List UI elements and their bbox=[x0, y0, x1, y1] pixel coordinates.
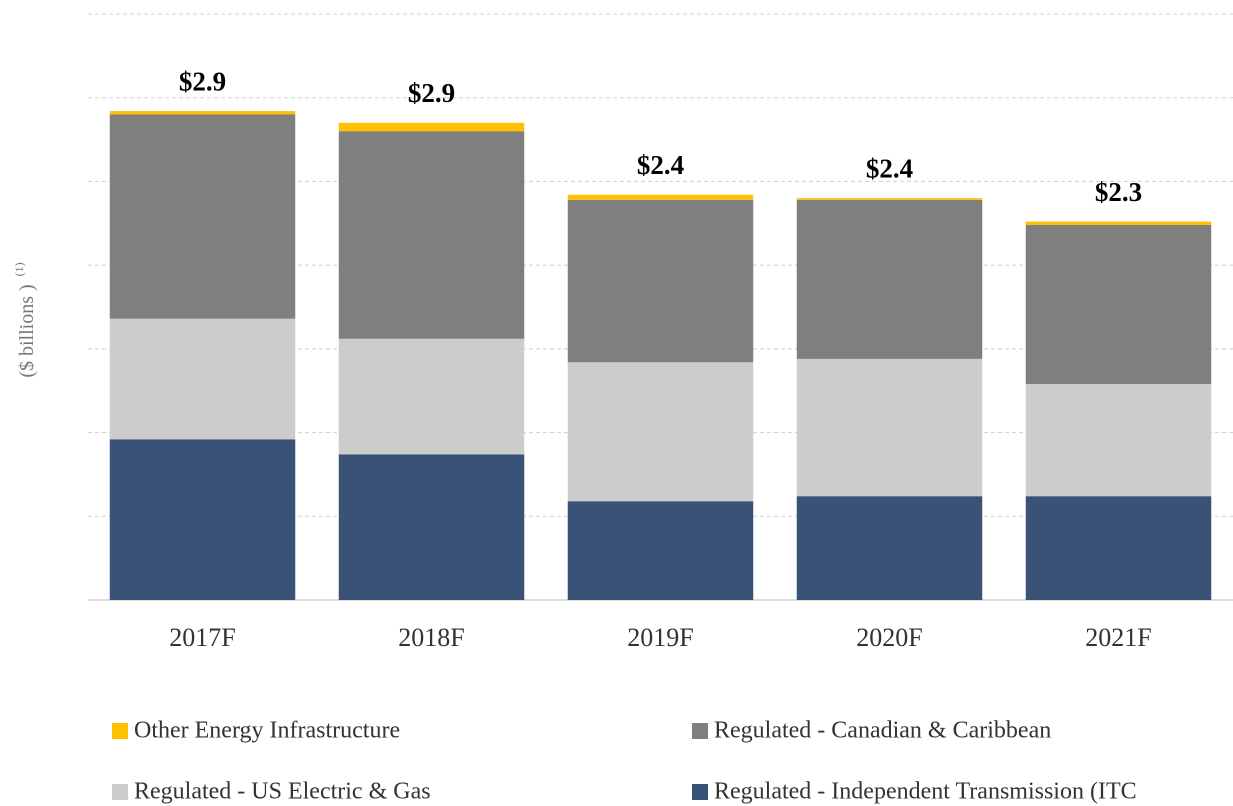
y-axis-label-note: (1) bbox=[12, 262, 26, 276]
legend-swatch bbox=[692, 723, 708, 739]
bar-segment bbox=[567, 362, 754, 502]
bar-segment bbox=[338, 454, 525, 600]
y-axis-label: ($ billions ) (1) bbox=[12, 262, 38, 377]
bar-segment bbox=[109, 111, 296, 115]
legend-label: Regulated - Independent Transmission (IT… bbox=[714, 779, 1137, 805]
bar-segment bbox=[1025, 224, 1212, 385]
legend-label: Regulated - US Electric & Gas bbox=[134, 779, 431, 805]
x-tick-label: 2018F bbox=[398, 623, 464, 652]
x-tick-label: 2020F bbox=[856, 623, 922, 652]
bar-segment bbox=[796, 198, 983, 200]
total-label: $2.4 bbox=[637, 150, 684, 180]
legend-swatch bbox=[112, 723, 128, 739]
bar-segment bbox=[796, 199, 983, 359]
bar-segment bbox=[338, 122, 525, 132]
bar-segment bbox=[109, 114, 296, 319]
bar-segment bbox=[796, 496, 983, 600]
bar-segment bbox=[567, 194, 754, 200]
bar-segment bbox=[1025, 221, 1212, 225]
legend-label: Regulated - Canadian & Caribbean bbox=[714, 718, 1051, 744]
bar-segment bbox=[1025, 496, 1212, 600]
bar-segment bbox=[567, 199, 754, 363]
x-tick-label: 2021F bbox=[1085, 623, 1151, 652]
legend-label: Other Energy Infrastructure bbox=[134, 718, 400, 744]
bar-segment bbox=[796, 358, 983, 497]
y-axis-label-text: ($ billions ) bbox=[16, 284, 38, 377]
bar-segment bbox=[338, 131, 525, 339]
bar-segment bbox=[109, 318, 296, 440]
bar-segment bbox=[1025, 384, 1212, 497]
legend-swatch bbox=[112, 784, 128, 800]
total-label: $2.9 bbox=[408, 78, 455, 108]
bar-segment bbox=[109, 439, 296, 600]
legend-swatch bbox=[692, 784, 708, 800]
total-label: $2.9 bbox=[179, 66, 226, 96]
bar-segment bbox=[567, 501, 754, 600]
x-tick-label: 2019F bbox=[627, 623, 693, 652]
bar-segment bbox=[338, 338, 525, 455]
total-label: $2.4 bbox=[866, 153, 913, 183]
x-tick-label: 2017F bbox=[169, 623, 235, 652]
total-label: $2.3 bbox=[1095, 177, 1142, 207]
